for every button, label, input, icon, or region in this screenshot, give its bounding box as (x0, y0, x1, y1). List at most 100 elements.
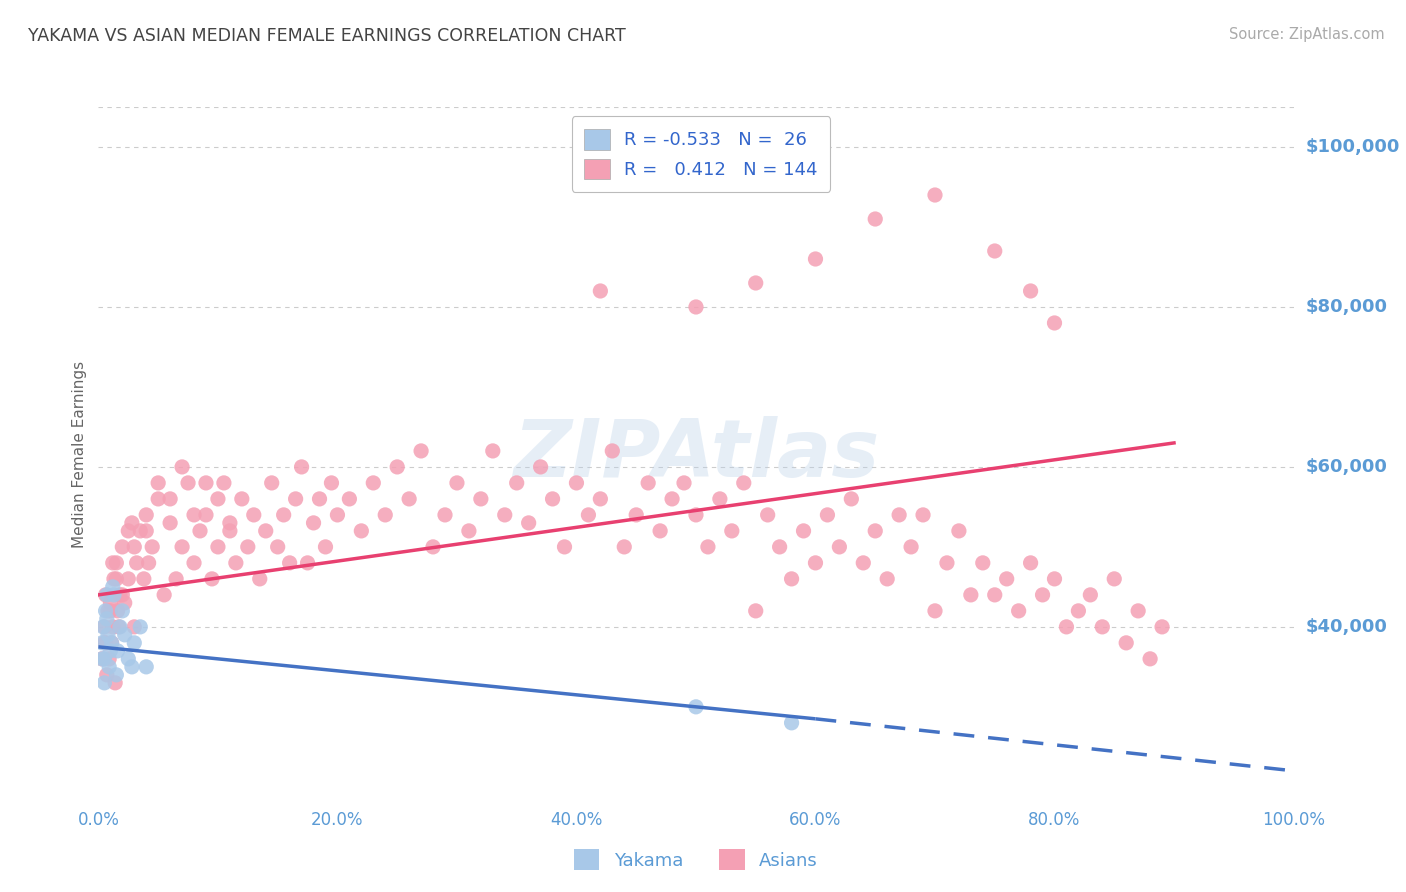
Point (135, 660, 157, 674)
Point (278, 556, 301, 570)
Point (863, 212, 886, 227)
Point (1150, 620, 1173, 634)
Point (194, 508, 217, 522)
Point (111, 588, 134, 602)
Point (911, 508, 934, 522)
Point (91, 652, 114, 666)
Point (249, 572, 271, 586)
Point (135, 524, 157, 538)
Point (433, 508, 456, 522)
Point (804, 252, 827, 266)
Point (481, 444, 505, 458)
Point (93, 620, 115, 634)
Point (207, 540, 229, 554)
Point (337, 491, 360, 506)
Point (768, 540, 790, 554)
Point (129, 620, 152, 634)
Point (91, 636, 114, 650)
Text: YAKAMA VS ASIAN MEDIAN FEMALE EARNINGS CORRELATION CHART: YAKAMA VS ASIAN MEDIAN FEMALE EARNINGS C… (28, 27, 626, 45)
Point (1043, 572, 1066, 586)
Point (793, 524, 815, 538)
Point (172, 540, 194, 554)
Point (159, 491, 181, 506)
Point (129, 524, 152, 538)
Point (100, 636, 122, 650)
Point (138, 556, 160, 570)
Point (111, 604, 134, 618)
Point (541, 491, 564, 506)
Point (117, 524, 139, 538)
Point (780, 572, 803, 586)
Point (756, 508, 779, 522)
Point (446, 475, 468, 490)
Point (117, 652, 139, 666)
Point (1080, 588, 1102, 602)
Point (685, 508, 707, 522)
Text: $40,000: $40,000 (1305, 618, 1388, 636)
Point (125, 556, 148, 570)
Point (1007, 604, 1029, 618)
Point (114, 628, 136, 642)
Point (98, 604, 122, 618)
Text: Source: ZipAtlas.com: Source: ZipAtlas.com (1229, 27, 1385, 42)
Point (97, 628, 120, 642)
Point (121, 516, 143, 530)
Point (565, 475, 588, 490)
Point (103, 572, 125, 586)
Point (1139, 652, 1161, 666)
Point (183, 556, 205, 570)
Point (297, 556, 319, 570)
Point (141, 540, 163, 554)
Point (94, 604, 117, 618)
Point (108, 620, 131, 634)
Point (363, 475, 385, 490)
Point (98, 660, 121, 674)
Point (863, 524, 886, 538)
Point (212, 475, 235, 490)
Point (1115, 636, 1137, 650)
Point (96, 588, 118, 602)
Point (93, 676, 115, 690)
Point (839, 491, 862, 506)
Point (1067, 604, 1090, 618)
Text: $60,000: $60,000 (1305, 458, 1388, 476)
Point (983, 588, 1005, 602)
Point (613, 540, 636, 554)
Point (804, 556, 827, 570)
Point (470, 491, 492, 506)
Point (374, 508, 396, 522)
Point (554, 540, 576, 554)
Point (1032, 588, 1054, 602)
Point (96, 612, 118, 626)
Point (219, 516, 242, 530)
Point (661, 491, 683, 506)
Point (148, 491, 170, 506)
Point (697, 540, 720, 554)
Point (97, 604, 120, 618)
Point (900, 540, 922, 554)
Point (637, 475, 659, 490)
Point (815, 508, 838, 522)
Point (105, 572, 128, 586)
Point (225, 556, 247, 570)
Point (685, 699, 707, 714)
Point (94, 588, 117, 602)
Point (983, 244, 1005, 258)
Point (709, 491, 731, 506)
Point (385, 459, 409, 474)
Point (422, 540, 444, 554)
Point (745, 276, 768, 290)
Point (105, 556, 128, 570)
Point (159, 516, 181, 530)
Point (260, 475, 283, 490)
Point (96, 668, 118, 682)
Point (398, 491, 420, 506)
Point (93, 636, 115, 650)
Point (995, 572, 1018, 586)
Point (114, 596, 136, 610)
Point (302, 516, 325, 530)
Point (188, 524, 211, 538)
Point (506, 475, 529, 490)
Point (290, 459, 312, 474)
Point (745, 604, 768, 618)
